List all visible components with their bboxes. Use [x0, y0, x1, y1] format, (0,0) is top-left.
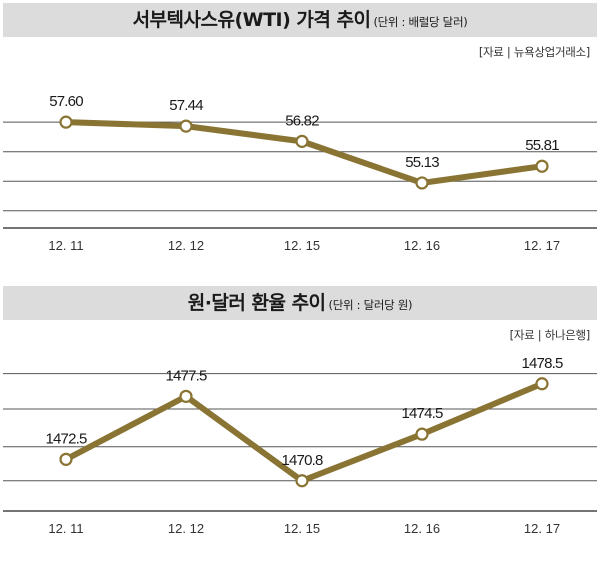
data-point	[179, 119, 193, 133]
chart-source: [자료 | 뉴욕상업거래소]	[478, 45, 590, 59]
data-label: 55.81	[525, 137, 559, 154]
krw-usd-chart: 원·달러 환율 추이 (단위 : 달러당 원) [자료 | 하나은행] 1472.…	[0, 283, 600, 565]
x-tick-label: 12. 15	[284, 521, 320, 536]
data-label: 1477.5	[165, 367, 207, 384]
x-tick-label: 12. 15	[284, 238, 320, 253]
data-point	[59, 115, 73, 129]
data-label: 1470.8	[281, 452, 323, 469]
x-tick-label: 12. 11	[48, 521, 83, 536]
data-label: 1474.5	[401, 405, 443, 422]
data-point	[295, 474, 309, 488]
krw-plot: 1472.5 1477.5 1470.8 1474.5 1478.5 12. 11 12. …	[3, 355, 597, 536]
chart-unit: (단위 : 달러당 원)	[328, 298, 413, 312]
wti-plot: 57.60 57.44 56.82 55.13 55.81 12. 11 12. 12 12.…	[3, 93, 597, 253]
data-point	[59, 452, 73, 466]
chart-title-bar: 서부텍사스유(WTI) 가격 추이 (단위 : 배럴당 달러)	[3, 3, 597, 37]
data-label: 1472.5	[45, 430, 87, 447]
x-tick-label: 12. 16	[404, 521, 440, 536]
chart-title: 원·달러 환율 추이	[187, 292, 326, 314]
data-point	[415, 427, 429, 441]
series-line	[63, 119, 545, 186]
x-tick-label: 12. 16	[404, 238, 440, 253]
data-point	[179, 389, 193, 403]
data-point	[535, 159, 549, 173]
data-label: 1478.5	[521, 355, 563, 372]
data-label: 57.60	[49, 93, 83, 110]
data-label: 57.44	[169, 97, 203, 114]
chart-source: [자료 | 하나은행]	[509, 328, 591, 342]
x-tick-label: 12. 12	[168, 521, 204, 536]
data-label: 56.82	[285, 112, 319, 129]
x-tick-label: 12. 17	[524, 238, 560, 253]
data-point	[535, 377, 549, 391]
chart-title: 서부텍사스유(WTI) 가격 추이	[132, 9, 371, 31]
data-point	[415, 176, 429, 190]
x-tick-label: 12. 12	[168, 238, 204, 253]
chart-title-bar: 원·달러 환율 추이 (단위 : 달러당 원)	[3, 286, 597, 320]
data-point	[295, 134, 309, 148]
x-tick-label: 12. 17	[524, 521, 560, 536]
wti-price-chart: 서부텍사스유(WTI) 가격 추이 (단위 : 배럴당 달러) [자료 | 뉴욕상…	[0, 0, 600, 282]
data-label: 55.13	[405, 154, 439, 171]
chart-unit: (단위 : 배럴당 달러)	[373, 15, 468, 29]
x-tick-label: 12. 11	[48, 238, 83, 253]
